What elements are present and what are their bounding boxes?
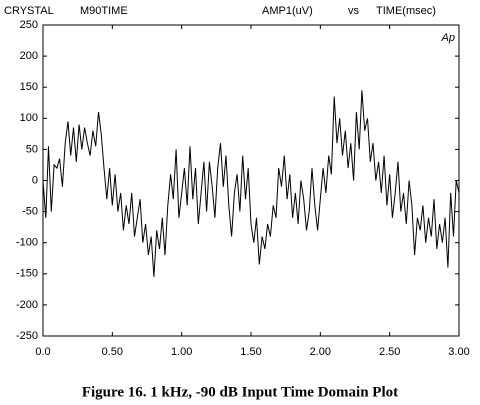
annotation: Ap: [441, 32, 455, 44]
y-tick-label: 0: [32, 174, 38, 186]
y-tick-label: -100: [16, 237, 38, 249]
x-tick-label: 2.00: [310, 346, 331, 358]
x-tick-label: 2.50: [379, 346, 400, 358]
x-tick-label: 0.0: [35, 346, 50, 358]
chart-subtitle: M90TIME: [80, 5, 128, 17]
y-tick-label: 200: [20, 50, 38, 62]
y-tick-label: 50: [26, 143, 38, 155]
y-tick-label: -200: [16, 299, 38, 311]
y-axis-label: AMP1(uV): [262, 5, 313, 17]
y-tick-label: 150: [20, 81, 38, 93]
x-axis-label: TIME(msec): [376, 5, 436, 17]
x-tick-label: 0.50: [102, 346, 123, 358]
y-tick-label: -250: [16, 330, 38, 342]
x-tick-label: 3.00: [448, 346, 469, 358]
y-tick-label: -150: [16, 268, 38, 280]
x-tick-label: 1.50: [240, 346, 261, 358]
y-tick-label: -50: [22, 206, 38, 218]
signal-line: [42, 90, 460, 277]
vs-label: vs: [348, 5, 360, 17]
y-tick-label: 100: [20, 112, 38, 124]
x-tick-label: 1.00: [171, 346, 192, 358]
chart-title: CRYSTAL: [4, 5, 54, 17]
y-tick-label: 250: [20, 19, 38, 31]
caption: Figure 16. 1 kHz, -90 dB Input Time Doma…: [82, 384, 398, 400]
